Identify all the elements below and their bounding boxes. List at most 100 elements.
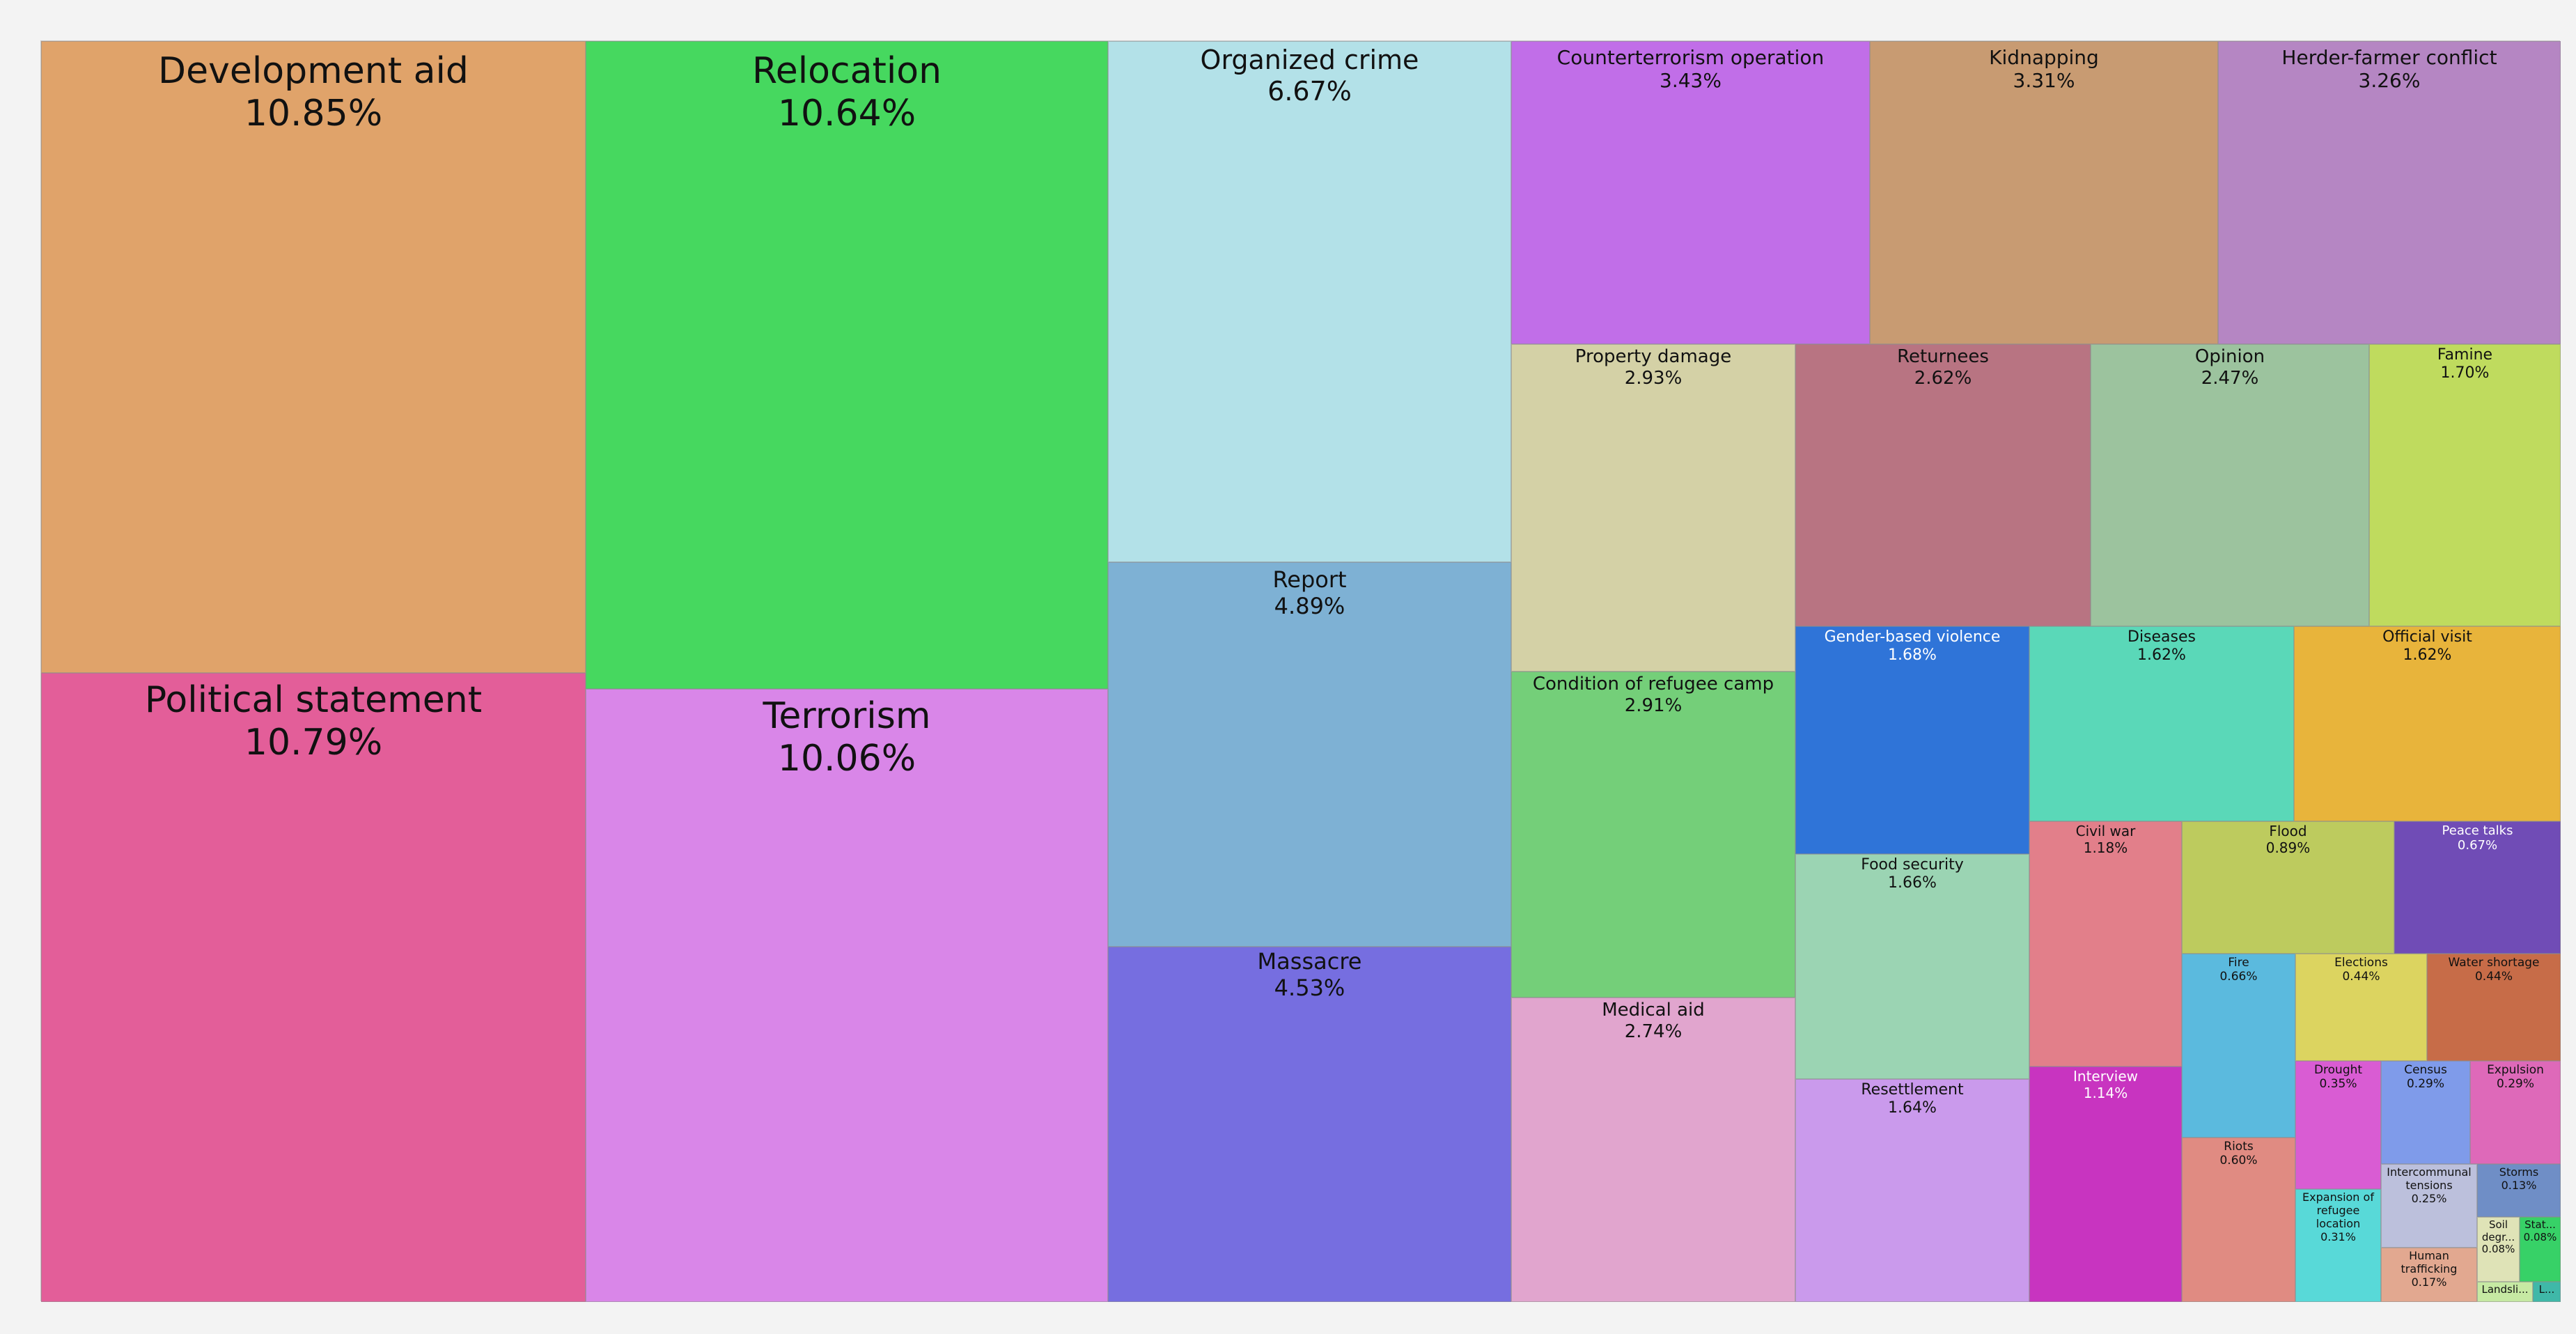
tile-label: Interview [2073, 1068, 2138, 1085]
tile-value: 4.53% [1274, 974, 1345, 1001]
tile-label: Fire [2228, 956, 2249, 970]
tile-value: 1.64% [1888, 1099, 1937, 1117]
tile-value: 0.13% [2501, 1178, 2537, 1192]
tile-value: 0.35% [2319, 1077, 2357, 1092]
tile-value: 0.08% [2481, 1243, 2515, 1256]
tile-value: 1.70% [2440, 364, 2490, 382]
treemap-tile-opinion: Opinion 2.47% [2091, 344, 2369, 626]
tile-label: Terrorism [763, 695, 931, 737]
tile-value: 10.85% [244, 93, 383, 135]
tile-label: Landsli... [2481, 1283, 2529, 1296]
tile-value: 10.06% [777, 738, 916, 780]
treemap-tile-terrorism: Terrorism 10.06% [586, 689, 1108, 1302]
treemap-tile-medical-aid: Medical aid 2.74% [1511, 998, 1795, 1302]
treemap-tile-elections: Elections 0.44% [2295, 954, 2427, 1061]
tile-label: Official visit [2382, 628, 2472, 646]
tile-label: Resettlement [1861, 1081, 1964, 1099]
treemap-tile-gender-based-violence: Gender-based violence 1.68% [1795, 626, 2029, 854]
tile-label: Intercommunal tensions [2387, 1165, 2472, 1192]
tile-label: Opinion [2194, 346, 2265, 367]
treemap-tile-expansion-of-refugee-location: Expansion of refugee location 0.31% [2295, 1189, 2381, 1302]
tile-label: Food security [1861, 856, 1964, 874]
treemap-tile-herder-farmer-conflict: Herder-farmer conflict 3.26% [2218, 41, 2561, 344]
tile-label: Diseases [2128, 628, 2196, 646]
tile-label: Condition of refugee camp [1532, 674, 1774, 695]
tile-value: 0.60% [2219, 1154, 2258, 1168]
tile-value: 1.62% [2403, 646, 2452, 664]
treemap-tile-development-aid: Development aid 10.85% [41, 41, 586, 673]
tile-label: Property damage [1575, 346, 1732, 367]
tile-label: Stat... [2524, 1218, 2556, 1231]
tile-label: Report [1272, 566, 1347, 593]
treemap-tile-flood: Flood 0.89% [2182, 821, 2394, 954]
tile-value: 0.89% [2265, 839, 2311, 856]
tile-value: 2.91% [1624, 695, 1683, 716]
tile-value: 0.08% [2523, 1230, 2557, 1243]
tile-label: Expansion of refugee location [2302, 1190, 2374, 1230]
tile-label: Civil war [2075, 823, 2136, 839]
tile-value: 0.25% [2411, 1191, 2447, 1205]
tile-value: 0.31% [2320, 1230, 2356, 1243]
treemap-tile-property-damage: Property damage 2.93% [1511, 344, 1795, 672]
treemap-tile-counterterrorism-operation: Counterterrorism operation 3.43% [1511, 41, 1870, 344]
tile-label: Expulsion [2487, 1063, 2544, 1077]
tile-label: Herder-farmer conflict [2281, 46, 2497, 69]
tile-label: Gender-based violence [1824, 628, 2001, 646]
treemap-tile-l: L... [2533, 1282, 2561, 1302]
treemap-tile-massacre: Massacre 4.53% [1108, 947, 1511, 1302]
treemap-tile-landsli: Landsli... [2477, 1282, 2533, 1302]
tile-value: 10.64% [777, 93, 916, 135]
treemap-tile-census: Census 0.29% [2381, 1061, 2470, 1164]
treemap-tile-official-visit: Official visit 1.62% [2294, 626, 2561, 821]
tile-label: Peace talks [2442, 823, 2513, 838]
tile-value: 6.67% [1267, 75, 1352, 107]
tile-label: L... [2538, 1283, 2555, 1296]
tile-value: 3.26% [2358, 69, 2421, 93]
tile-label: Counterterrorism operation [1556, 46, 1825, 69]
tile-label: Relocation [751, 50, 942, 92]
tile-value: 3.43% [1660, 69, 1722, 93]
tile-value: 2.62% [1914, 367, 1972, 389]
tile-value: 1.68% [1888, 646, 1937, 664]
treemap-tile-diseases: Diseases 1.62% [2029, 626, 2294, 821]
tile-value: 0.17% [2411, 1275, 2447, 1289]
tile-label: Human trafficking [2401, 1249, 2458, 1275]
tile-label: Water shortage [2448, 956, 2540, 970]
treemap-tile-famine: Famine 1.70% [2369, 344, 2561, 626]
tile-value: 10.79% [244, 722, 383, 764]
tile-value: 2.47% [2201, 367, 2259, 389]
tile-value: 3.31% [2013, 69, 2075, 93]
tile-label: Storms [2499, 1165, 2539, 1179]
treemap-tile-interview: Interview 1.14% [2029, 1067, 2182, 1302]
treemap-tile-condition-of-refugee-camp: Condition of refugee camp 2.91% [1511, 672, 1795, 998]
tile-value: 2.74% [1624, 1021, 1683, 1042]
treemap-tile-water-shortage: Water shortage 0.44% [2427, 954, 2561, 1061]
treemap-tile-political-statement: Political statement 10.79% [41, 673, 586, 1302]
treemap-tile-human-trafficking: Human trafficking 0.17% [2381, 1248, 2477, 1302]
treemap-tile-riots: Riots 0.60% [2182, 1138, 2295, 1302]
tile-value: 1.18% [2083, 839, 2128, 856]
tile-value: 0.44% [2474, 970, 2513, 984]
treemap-tile-food-security: Food security 1.66% [1795, 854, 2029, 1079]
treemap-tile-peace-talks: Peace talks 0.67% [2394, 821, 2561, 954]
tile-value: 1.14% [2083, 1084, 2128, 1101]
tile-label: Massacre [1257, 948, 1362, 975]
tile-value: 0.44% [2342, 970, 2380, 984]
tile-value: 4.89% [1274, 592, 1345, 619]
tile-label: Flood [2269, 823, 2307, 839]
treemap-tile-drought: Drought 0.35% [2295, 1061, 2381, 1189]
tile-value: 1.62% [2137, 646, 2186, 664]
tile-value: 1.66% [1888, 874, 1937, 892]
treemap-tile-soil-degr: Soil degr... 0.08% [2477, 1217, 2520, 1282]
treemap-tile-fire: Fire 0.66% [2182, 954, 2295, 1138]
tile-label: Riots [2224, 1140, 2254, 1154]
tile-label: Medical aid [1602, 1000, 1705, 1021]
treemap: Development aid 10.85% Political statement… [40, 40, 2561, 1302]
treemap-tile-intercommunal-tensions: Intercommunal tensions 0.25% [2381, 1164, 2477, 1248]
treemap-tile-kidnapping: Kidnapping 3.31% [1870, 41, 2218, 344]
treemap-tile-organized-crime: Organized crime 6.67% [1108, 41, 1511, 562]
tile-value: 0.29% [2406, 1077, 2444, 1092]
tile-value: 0.66% [2219, 970, 2258, 984]
tile-label: Soil degr... [2481, 1218, 2515, 1243]
